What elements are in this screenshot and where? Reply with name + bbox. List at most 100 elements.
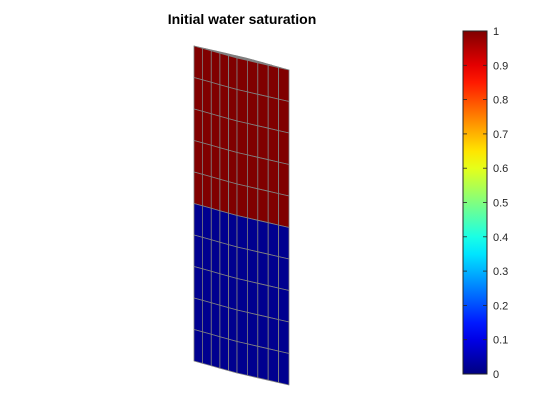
right-face-cell <box>236 246 248 282</box>
left-face-cell <box>210 270 221 306</box>
colorbar-tick-label: 0.9 <box>493 60 508 72</box>
left-face-cell <box>202 299 212 335</box>
left-face-cell <box>227 149 238 185</box>
right-face-cell <box>257 345 269 381</box>
left-face-cell <box>219 115 229 151</box>
right-face-cell <box>267 96 280 132</box>
left-face-cell <box>227 244 238 279</box>
right-face-cell <box>278 130 290 165</box>
right-face-cell <box>267 127 280 163</box>
left-face-cell <box>219 52 229 88</box>
right-face-cell <box>278 67 290 102</box>
colorbar-tick-label: 0.2 <box>493 300 508 312</box>
left-face-cell <box>210 333 221 369</box>
left-face-cell <box>202 205 212 241</box>
right-face-cell <box>267 222 280 258</box>
right-face-cell <box>257 62 269 98</box>
left-face-cell <box>193 297 204 333</box>
colorbar-tick-label: 0.8 <box>493 95 508 107</box>
left-face-cell <box>210 302 221 338</box>
right-face-cell <box>278 224 290 260</box>
right-face-cell <box>267 190 280 226</box>
right-face-cell <box>267 316 280 352</box>
left-face-cell <box>219 273 229 309</box>
left-face-cell <box>227 338 238 374</box>
right-face-cell <box>257 188 269 224</box>
right-face-cell <box>267 285 280 321</box>
left-face-cell <box>202 173 212 209</box>
right-face-cell <box>236 309 248 345</box>
right-face-cell <box>267 348 280 384</box>
colorbar-tick-label: 0.6 <box>493 163 508 175</box>
left-face-cell <box>193 140 204 175</box>
colorbar-tick-label: 0.7 <box>493 129 508 141</box>
right-face-cell <box>278 161 290 197</box>
right-face-cell <box>236 215 248 250</box>
right-face-cell <box>267 253 280 289</box>
right-face-cell <box>246 91 259 127</box>
left-face-cell <box>219 336 229 372</box>
left-face-cell <box>193 203 204 238</box>
left-face-cell <box>193 234 204 270</box>
left-face-cell <box>210 50 221 86</box>
left-face-cell <box>227 86 238 122</box>
right-face-cell <box>257 219 269 255</box>
left-face-cell <box>193 45 204 81</box>
right-face-cell <box>246 280 259 316</box>
right-face-cell <box>236 89 248 124</box>
left-face-cell <box>193 329 204 364</box>
right-face-cell <box>236 341 248 376</box>
left-face-cell <box>219 147 229 183</box>
left-face-cell <box>202 111 212 146</box>
top-face-cell <box>235 55 256 61</box>
left-face-cell <box>210 144 221 180</box>
left-face-cell <box>202 79 212 115</box>
left-face-cell <box>227 55 238 90</box>
right-face-cell <box>257 125 269 161</box>
right-face-cell <box>246 217 259 253</box>
right-face-cell <box>236 57 248 93</box>
right-face-cell <box>278 319 290 354</box>
colorbar-tick-label: 0.4 <box>493 232 508 244</box>
right-face-cell <box>236 278 248 313</box>
right-face-cell <box>278 256 290 291</box>
right-face-cell <box>236 183 248 219</box>
right-face-cell <box>278 98 290 134</box>
grid-block <box>193 45 290 386</box>
left-face-cell <box>227 275 238 311</box>
right-face-cell <box>257 282 269 318</box>
left-face-cell <box>210 207 221 243</box>
left-face-cell <box>210 176 221 212</box>
right-face-cell <box>246 248 259 284</box>
left-face-cell <box>202 142 212 178</box>
left-face-cell <box>219 178 229 214</box>
right-face-cell <box>236 120 248 156</box>
right-face-cell <box>246 185 259 221</box>
colorbar-tick-label: 0.3 <box>493 266 508 278</box>
left-face-cell <box>193 171 204 207</box>
colorbar-tick-label: 0 <box>493 369 499 381</box>
left-face-cell <box>210 81 221 117</box>
right-face-cell <box>246 343 259 379</box>
left-face-cell <box>193 108 204 144</box>
left-face-cell <box>210 239 221 275</box>
left-face-cell <box>219 210 229 246</box>
chart-title: Initial water saturation <box>168 11 317 27</box>
left-face-cell <box>219 304 229 340</box>
right-face-cell <box>257 314 269 350</box>
colorbar-tick-label: 0.1 <box>493 335 508 347</box>
right-face-cell <box>278 350 290 386</box>
left-face-cell <box>227 181 238 216</box>
left-face-cell <box>193 266 204 301</box>
left-face-cell <box>227 118 238 153</box>
right-face-cell <box>246 311 259 347</box>
right-face-cell <box>278 193 290 228</box>
right-face-cell <box>246 154 259 190</box>
left-face-cell <box>193 77 204 112</box>
colorbar-ticks: 0 0.1 0.2 0.3 0.4 0.5 0.6 0.7 0.8 0.9 1 <box>463 26 508 381</box>
right-face-cell <box>257 156 269 192</box>
left-face-cell <box>202 48 212 83</box>
left-face-cell <box>210 113 221 149</box>
